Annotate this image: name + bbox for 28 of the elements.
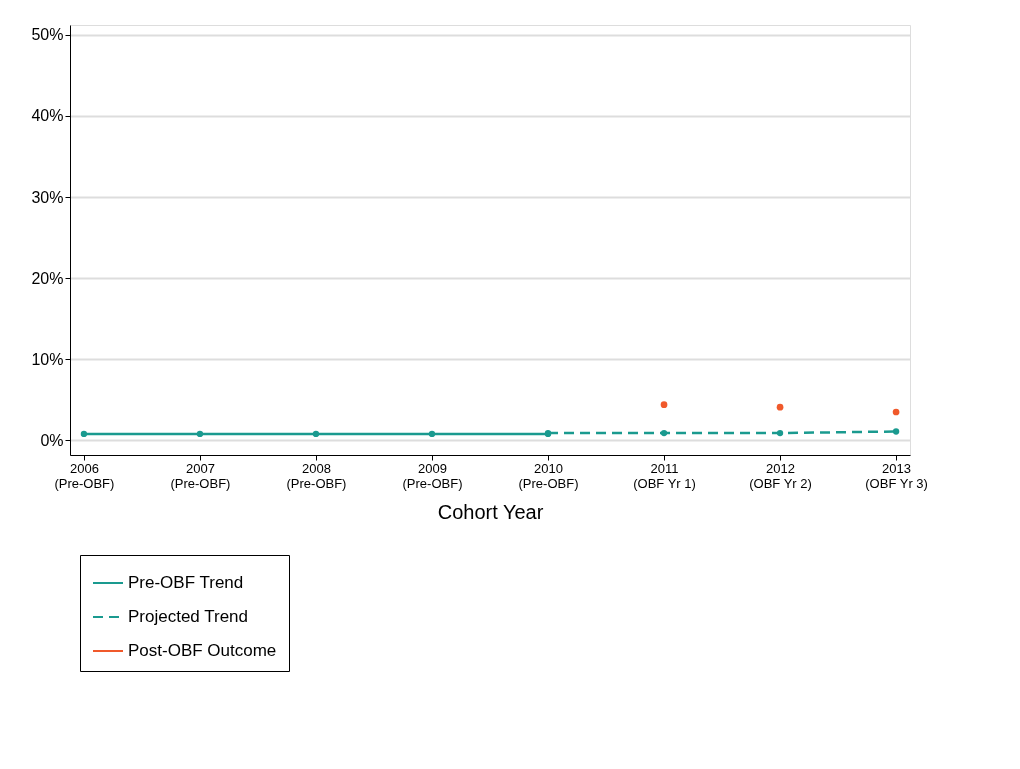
x-tick-label: 2007 (Pre-OBF) [170, 460, 231, 491]
x-axis-title: Cohort Year [437, 500, 544, 523]
x-tick-label: 2008 (Pre-OBF) [286, 460, 347, 491]
point [660, 429, 668, 437]
x-tick-label: 2010 (Pre-OBF) [518, 460, 579, 491]
point [428, 430, 436, 438]
point [776, 429, 784, 437]
x-tick-label: 2012 (OBF Yr 2) [749, 460, 812, 491]
x-tick-label: 2013 (OBF Yr 3) [865, 460, 928, 491]
legend-label: Projected Trend [128, 607, 249, 626]
point [196, 430, 204, 438]
y-tick-label: 30% [31, 188, 64, 206]
y-tick-label: 50% [31, 26, 64, 44]
legend-label: Post-OBF Outcome [128, 641, 277, 660]
x-tick-label: 2009 (Pre-OBF) [402, 460, 463, 491]
point [892, 428, 900, 435]
y-tick-label: 10% [31, 350, 64, 368]
point [776, 403, 784, 411]
x-tick-label: 2011 (OBF Yr 1) [633, 460, 696, 491]
point [80, 430, 88, 438]
point [660, 401, 668, 409]
legend-label: Pre-OBF Trend [128, 573, 244, 592]
y-tick-label: 0% [40, 431, 64, 449]
y-tick-label: 40% [31, 107, 64, 125]
point [892, 408, 900, 416]
point [312, 430, 320, 438]
x-tick-label: 2006 (Pre-OBF) [54, 460, 115, 491]
y-tick-label: 20% [31, 269, 64, 287]
